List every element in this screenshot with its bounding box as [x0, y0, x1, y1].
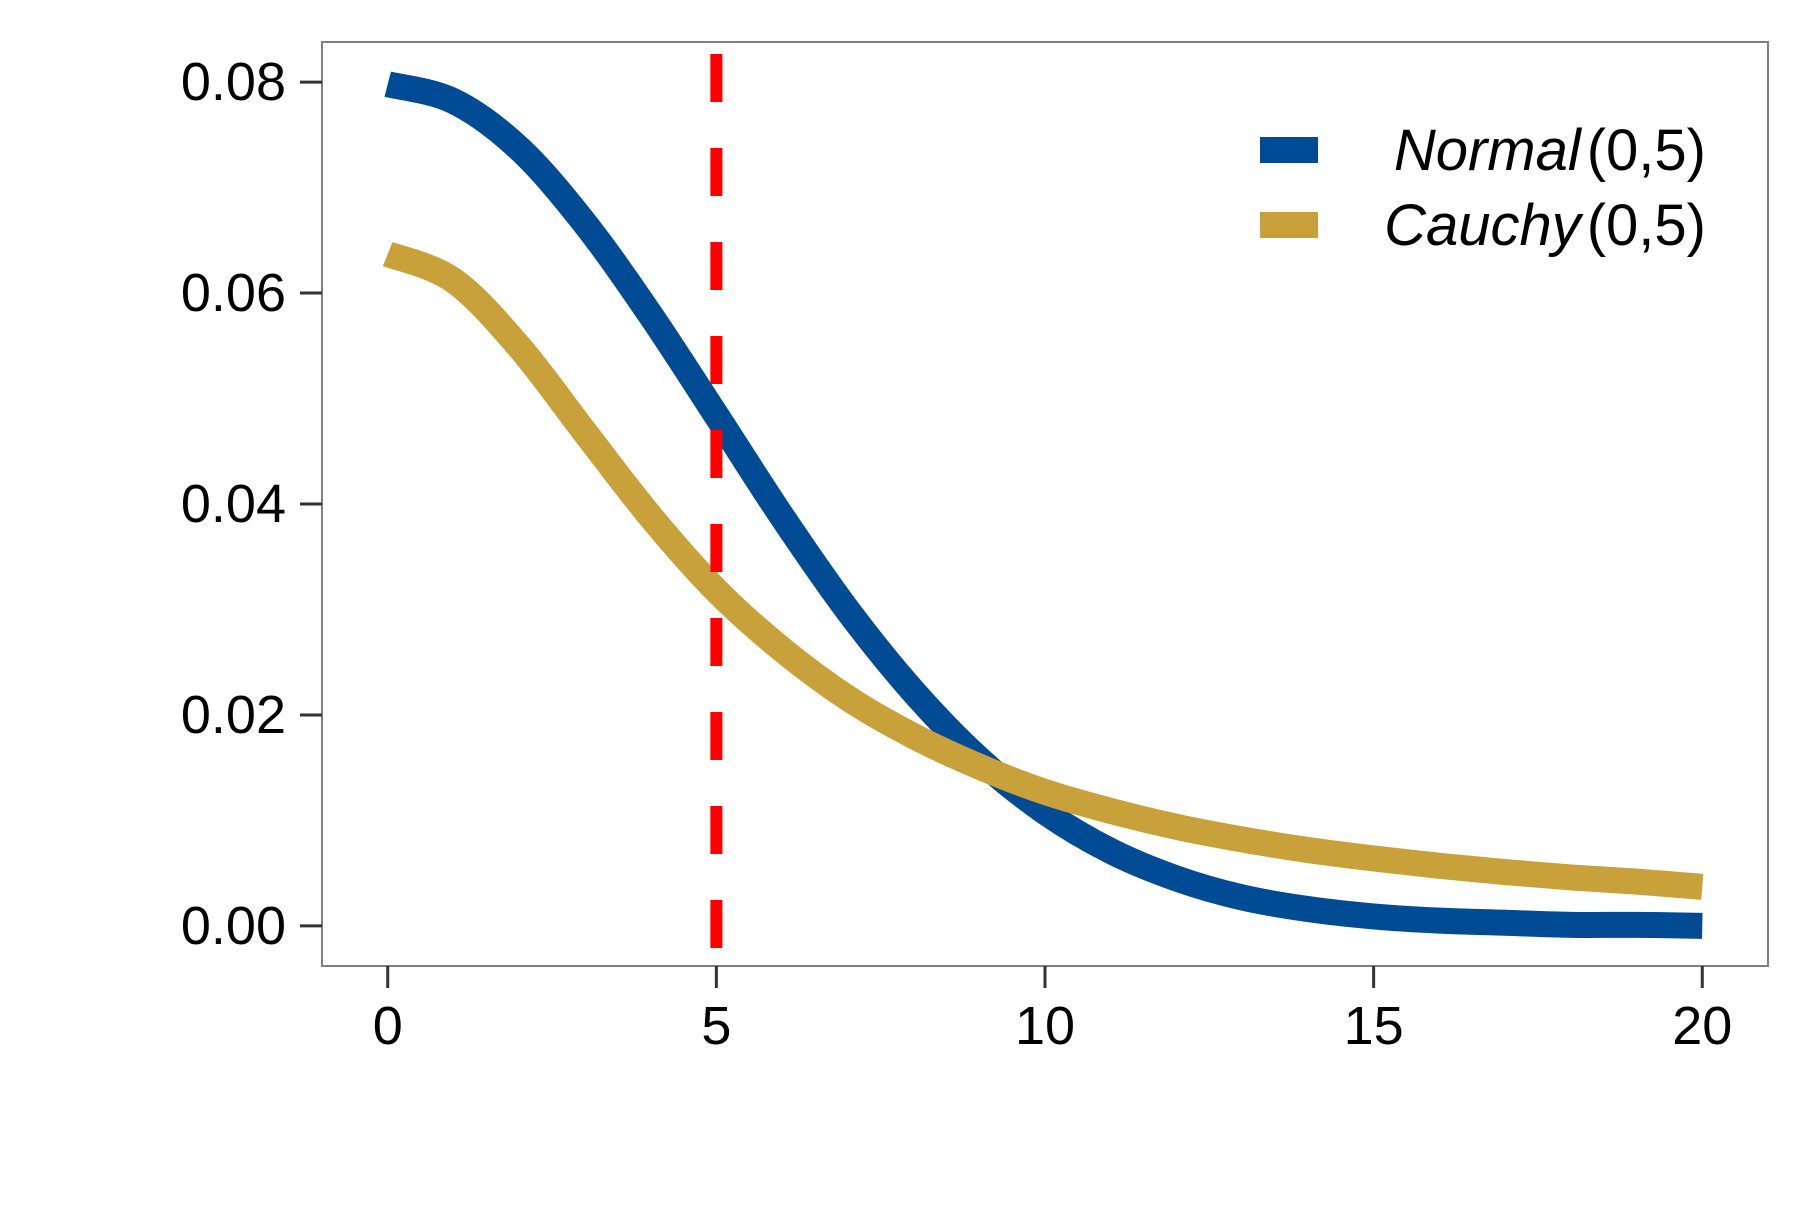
y-tick-label: 0.02 [181, 685, 286, 745]
series-line-cauchy [382, 241, 1704, 900]
x-tick-label: 15 [1344, 996, 1404, 1056]
legend-label-normal: Normal (0,5) [1394, 118, 1706, 183]
legend-dist-name: Cauchy [1384, 193, 1584, 258]
legend-key-normal [1260, 137, 1318, 163]
x-tick-label: 5 [701, 996, 731, 1056]
legend-dist-name: Normal [1394, 118, 1583, 183]
y-tick-label: 0.08 [181, 52, 286, 112]
legend: Normal (0,5)Cauchy (0,5) [1260, 118, 1706, 258]
x-tick-label: 10 [1015, 996, 1075, 1056]
legend-dist-params: (0,5) [1587, 193, 1706, 258]
y-tick-label: 0.06 [181, 263, 286, 323]
x-axis: 0 5 10 15 20 [373, 966, 1732, 1056]
y-axis: 0.00 0.02 0.04 0.06 0.08 [181, 52, 322, 956]
legend-label-cauchy: Cauchy (0,5) [1384, 193, 1706, 258]
series-layer [382, 71, 1704, 939]
legend-key-cauchy [1260, 212, 1318, 238]
x-tick-label: 0 [373, 996, 403, 1056]
legend-dist-params: (0,5) [1587, 118, 1706, 183]
x-tick-label: 20 [1672, 996, 1732, 1056]
y-tick-label: 0.04 [181, 474, 286, 534]
y-tick-label: 0.00 [181, 896, 286, 956]
